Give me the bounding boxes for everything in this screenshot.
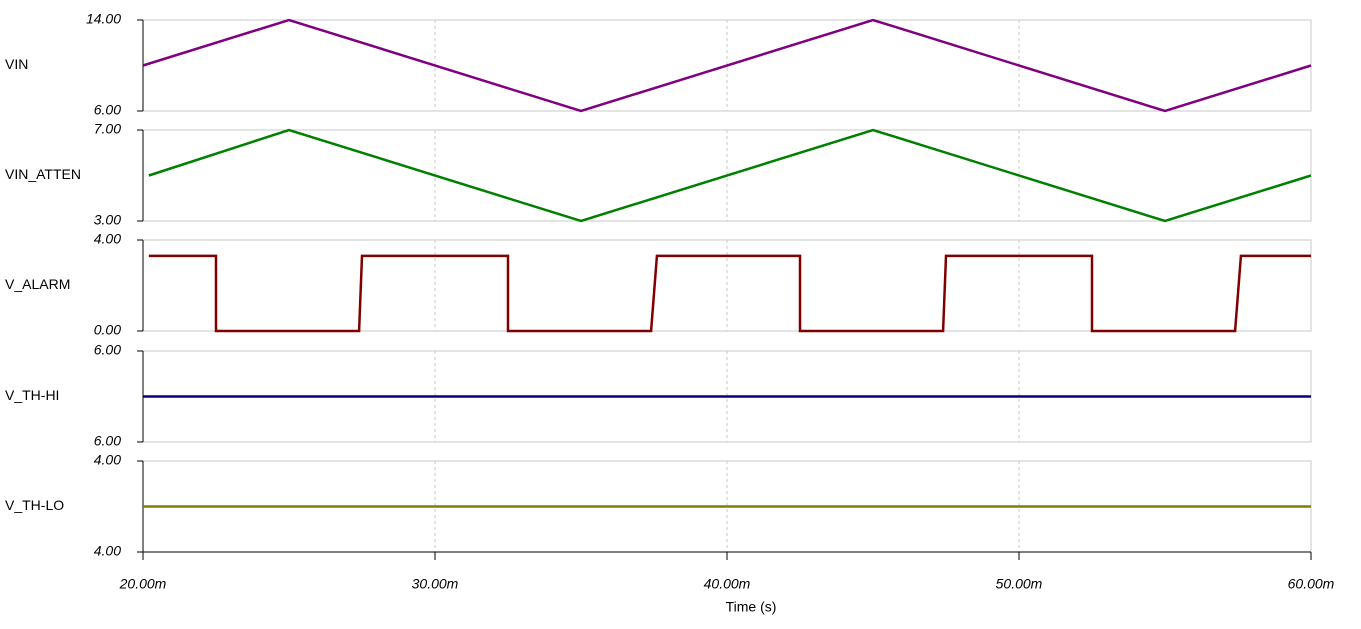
x-tick-label: 30.00m (412, 576, 459, 592)
series-line (148, 254, 1311, 333)
y-tick-label: 4.00 (94, 543, 121, 559)
series-name: V_TH-LO (5, 497, 64, 513)
series-name: VIN (5, 56, 28, 72)
series-line (148, 128, 1312, 223)
y-tick-label: 4.00 (94, 452, 121, 468)
series-line (142, 18, 1312, 113)
series-name: VIN_ATTEN (5, 166, 81, 182)
y-tick-label: 6.00 (94, 342, 121, 358)
y-tick-label: 14.00 (86, 11, 121, 27)
y-tick-label: 7.00 (94, 121, 121, 137)
x-tick-label: 20.00m (119, 576, 167, 592)
y-tick-label: 0.00 (94, 322, 121, 338)
y-tick-label: 4.00 (94, 231, 121, 247)
series-name: V_TH-HI (5, 387, 59, 403)
y-tick-label: 6.00 (94, 102, 121, 118)
y-tick-label: 6.00 (94, 433, 121, 449)
x-axis-label: Time (s) (726, 599, 777, 615)
y-tick-label: 3.00 (94, 212, 121, 228)
x-tick-label: 50.00m (996, 576, 1043, 592)
x-tick-label: 60.00m (1288, 576, 1335, 592)
series-name: V_ALARM (5, 276, 70, 292)
x-tick-label: 40.00m (704, 576, 751, 592)
